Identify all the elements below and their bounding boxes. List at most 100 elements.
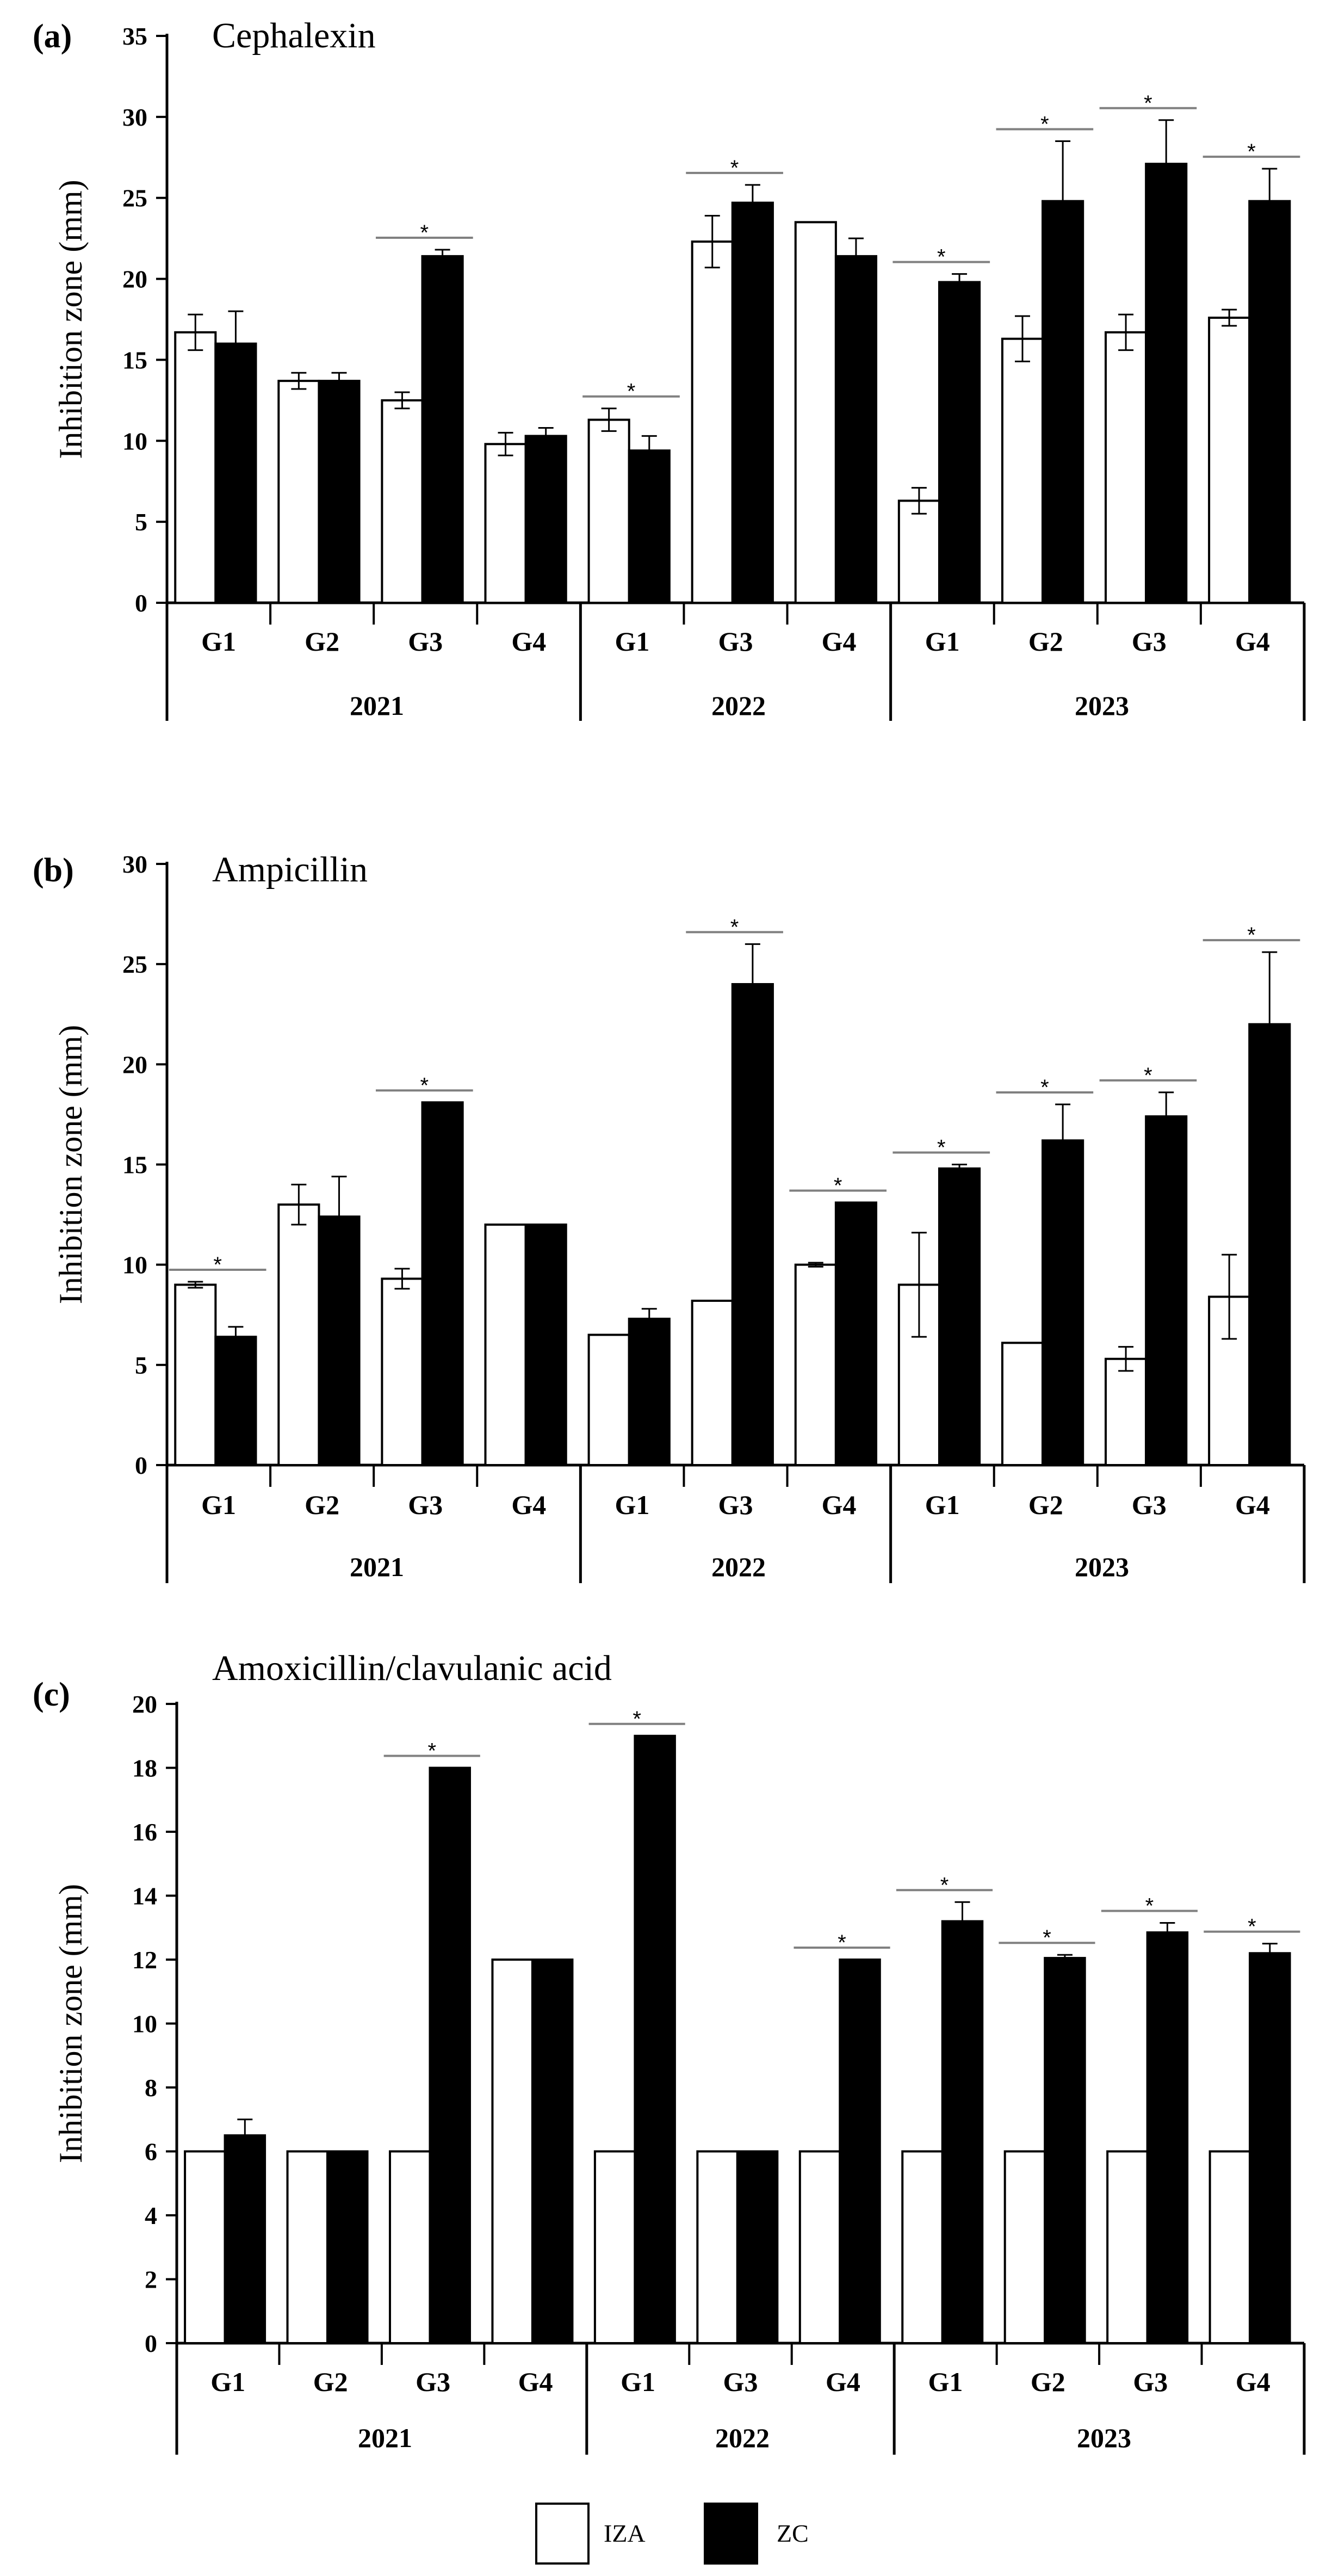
category-label: G3 [1132,1490,1167,1520]
bar-zc [429,1766,471,2344]
bar-iza [388,2150,431,2344]
y-tick-label: 12 [132,1946,157,1974]
bar-iza [277,1203,320,1467]
y-tick-label: 2 [145,2266,157,2294]
bar-zc [214,1336,257,1466]
bar-zc [628,1318,671,1467]
y-tick-label: 18 [132,1755,157,1782]
bar-zc [1042,200,1084,604]
category-label: G3 [408,1490,443,1520]
bar-zc [1146,1931,1189,2344]
significance-marker: * [834,1173,842,1197]
bar-iza [484,1224,527,1466]
y-tick-label: 10 [122,427,147,455]
bar-iza [1001,1342,1044,1466]
bar-zc [421,1101,464,1466]
bar-iza [381,1277,424,1466]
y-tick-label: 5 [135,1351,147,1379]
bar-zc [531,1959,574,2344]
significance-marker: * [213,1253,222,1277]
panel-b-ampicillin: (b) Ampicillin Inhibition zone (mm) 0 5 10 15 2… [33,850,1306,1583]
significance-marker: * [1144,1064,1152,1088]
category-label: G1 [928,2367,963,2397]
category-label: G1 [621,2367,655,2397]
bar-iza [593,2150,636,2344]
significance-marker: * [1247,923,1256,947]
significance-marker: * [838,1931,846,1955]
bar-iza [184,2150,226,2344]
bar-iza [794,1263,837,1467]
category-label: G3 [408,626,443,657]
significance-marker: * [937,245,946,269]
significance-marker: * [937,1136,946,1160]
significance-marker: * [1144,91,1152,115]
y-tick-label: 25 [122,950,147,978]
category-label: G1 [615,1490,649,1520]
panel-a-cephalexin: (a) Cephalexin Inhibition zone (mm) 0 5 10 15 2… [33,16,1306,721]
bar-iza [794,221,837,604]
bar-zc [1249,1952,1291,2344]
y-tick-label: 0 [135,589,147,617]
chart-title: Ampicillin [212,850,368,889]
year-label: 2021 [358,2423,412,2453]
category-label: G4 [822,626,857,657]
category-label: G4 [1235,1490,1270,1520]
category-label: G4 [1235,626,1270,657]
bar-zc [938,281,981,604]
bar-iza [286,2150,329,2344]
significance-marker: * [1248,1915,1256,1939]
year-label: 2023 [1075,690,1129,721]
chart-title: Amoxicillin/clavulanic acid [212,1648,612,1688]
bar-zc [834,255,878,604]
bar-zc [524,1224,567,1466]
bar-zc [634,1734,676,2344]
bar-zc [1044,1957,1086,2344]
significance-marker: * [627,380,636,404]
bar-iza [381,399,424,604]
category-label: G3 [723,2367,758,2397]
bar-zc [1248,200,1291,604]
bar-iza [691,240,734,604]
bar-iza [1003,2150,1046,2344]
category-label: G1 [201,1490,236,1520]
category-label: G4 [1236,2367,1270,2397]
bar-zc [1042,1139,1084,1467]
bar-zc [1145,1115,1188,1467]
legend: IZA ZC [535,2503,809,2565]
panel-label: (b) [33,852,74,889]
bar-zc [326,2150,369,2344]
category-label: G4 [822,1490,857,1520]
category-label: G1 [201,626,236,657]
year-label: 2022 [715,2423,770,2453]
y-tick-label: 4 [145,2202,157,2229]
significance-marker: * [940,1873,949,1897]
legend-iza-swatch [535,2503,590,2565]
category-label: G1 [925,626,960,657]
legend-iza-label: IZA [604,2519,646,2547]
significance-marker: * [730,915,739,939]
category-label: G2 [1031,2367,1065,2397]
y-tick-label: 30 [122,103,147,131]
bar-iza [1208,1295,1251,1467]
category-label: G3 [416,2367,450,2397]
category-label: G3 [718,626,753,657]
legend-zc-swatch [704,2503,758,2565]
chart-title: Cephalexin [212,16,376,55]
bar-zc [1145,163,1188,604]
category-label: G2 [313,2367,348,2397]
category-label: G2 [1028,1490,1063,1520]
panel-label: (c) [33,1676,70,1713]
y-tick-label: 14 [132,1882,157,1910]
panel-label: (a) [33,18,72,55]
bar-zc [318,1215,361,1466]
y-tick-label: 30 [122,850,147,878]
significance-marker: * [1040,113,1049,137]
category-label: G2 [1028,626,1063,657]
bar-iza [174,1283,217,1466]
y-tick-label: 35 [122,22,147,50]
y-tick-label: 15 [122,1151,147,1179]
year-label: 2021 [350,1552,404,1582]
significance-marker: * [633,1707,641,1731]
bar-zc [736,2150,779,2344]
year-label: 2021 [350,690,404,721]
